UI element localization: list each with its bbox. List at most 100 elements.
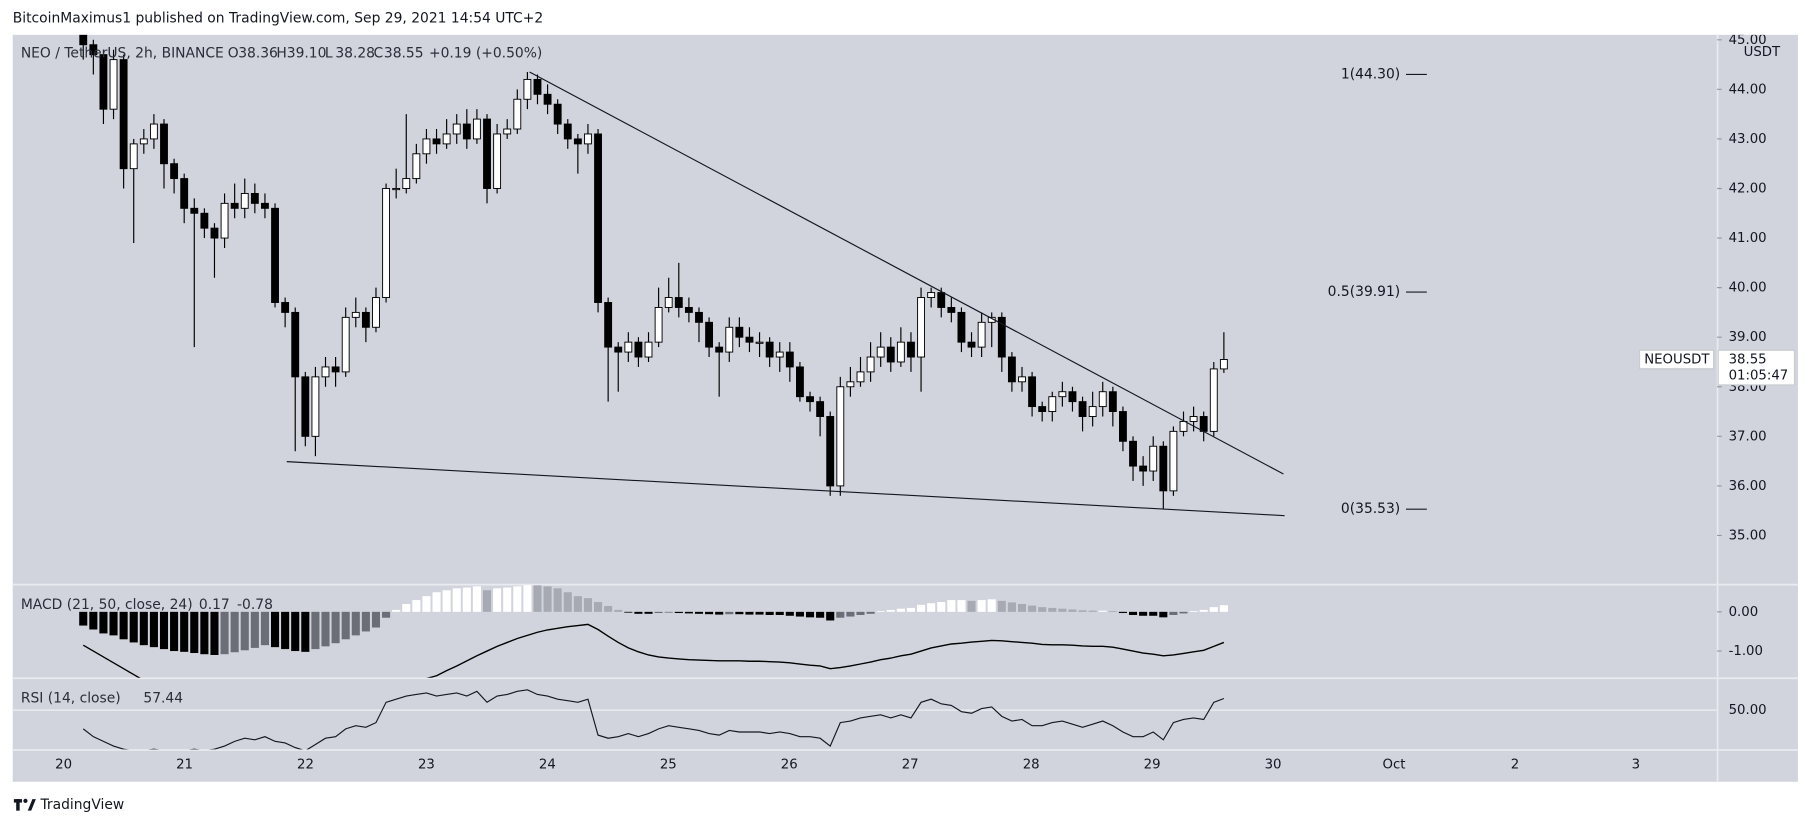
y-tick-label: 44.00: [1729, 82, 1767, 97]
macd-histogram-bar: [563, 592, 572, 612]
candle-body: [907, 341, 915, 358]
x-tick-label: 24: [539, 757, 556, 772]
y-tick-label: 42.00: [1729, 181, 1767, 196]
x-tick-label: 3: [1632, 757, 1640, 772]
candle-body: [947, 306, 956, 313]
macd-histogram-bar: [180, 611, 189, 652]
macd-histogram-bar: [240, 611, 249, 651]
overlay: NEO / TetherUS, 2h, BINANCE +0.19 (+0.50…: [21, 45, 1781, 706]
chart-background: [12, 34, 1798, 782]
candle-body: [917, 297, 925, 358]
macd-histogram-bar: [99, 611, 108, 634]
macd-histogram-bar: [553, 588, 562, 612]
macd-histogram-bar: [816, 611, 825, 618]
x-tick-label: 29: [1144, 757, 1161, 772]
rsi-value: 57.44: [143, 691, 183, 707]
candle-body: [250, 192, 259, 204]
candle-body: [594, 133, 602, 303]
candle-body: [886, 346, 895, 363]
candle-body: [1088, 406, 1097, 417]
macd-histogram-bar: [866, 611, 875, 614]
candle-body: [493, 133, 502, 189]
ohlc-key: C: [373, 45, 383, 61]
symbol-box: [1638, 349, 1715, 370]
ohlc-value: 38.36: [238, 45, 278, 61]
y-tick-label: 35.00: [1729, 528, 1767, 543]
macd-histogram-bar: [937, 602, 946, 612]
macd-histogram-bar: [89, 611, 98, 630]
macd-histogram-bar: [139, 611, 148, 646]
macd-histogram-bar: [351, 611, 360, 636]
candle-body: [261, 202, 269, 209]
symbol-label: NEOUSDT: [1644, 353, 1710, 368]
y-tick-label: 40.00: [1729, 281, 1767, 296]
candle-body: [1028, 376, 1037, 408]
x-tick-label: 23: [418, 757, 435, 772]
x-tick-label: 21: [176, 757, 193, 772]
macd-histogram-bar: [402, 604, 411, 612]
macd-histogram-bar: [190, 611, 199, 654]
macd-histogram-bar: [1209, 607, 1218, 612]
candle-body: [1219, 359, 1228, 370]
macd-histogram-bar: [250, 611, 259, 648]
candle-body: [695, 311, 703, 323]
macd-histogram-bar: [129, 611, 138, 643]
macd-histogram-bar: [482, 590, 492, 612]
macd-histogram-bar: [1219, 605, 1228, 612]
candle-body: [1058, 391, 1067, 398]
macd-histogram-bar: [1149, 611, 1158, 616]
macd-histogram-bar: [291, 611, 300, 652]
macd-histogram-bar: [917, 604, 926, 612]
macd-histogram-bar: [957, 600, 966, 612]
candle-body: [1149, 445, 1158, 472]
candle-body: [382, 188, 391, 299]
candle-body: [604, 302, 613, 348]
macd-histogram-bar: [947, 600, 956, 612]
brand: TradingView: [39, 797, 124, 813]
candle-body: [1159, 445, 1168, 492]
ohlc-key: H: [276, 45, 286, 61]
y-tick-label: 37.00: [1729, 429, 1767, 444]
macd-histogram-bar: [1007, 602, 1016, 612]
macd-histogram-bar: [765, 611, 774, 615]
price-label: 38.55: [1729, 353, 1767, 368]
macd-histogram-bar: [624, 611, 633, 613]
macd-histogram-bar: [1199, 609, 1208, 612]
candle-body: [452, 123, 461, 135]
macd-histogram-bar: [684, 611, 693, 614]
macd-histogram-bar: [977, 600, 986, 612]
macd-histogram-bar: [341, 611, 350, 640]
macd-histogram-bar: [442, 590, 451, 612]
candle-body: [119, 59, 128, 170]
macd-histogram-bar: [997, 600, 1006, 612]
candle-body: [351, 311, 360, 318]
candle-body: [230, 202, 239, 209]
macd-histogram-bar: [432, 592, 441, 612]
macd-histogram-bar: [735, 611, 744, 615]
candle-body: [462, 123, 471, 140]
candle-body: [846, 381, 855, 388]
macd-histogram-bar: [220, 611, 229, 655]
macd-histogram-bar: [371, 611, 381, 628]
candle-body: [1179, 420, 1188, 432]
candle-body: [1209, 368, 1218, 432]
x-tick-label: 26: [781, 757, 798, 772]
macd-histogram-bar: [927, 603, 936, 612]
y-tick-label: 43.00: [1729, 132, 1767, 147]
candle-body: [1108, 391, 1117, 413]
macd-histogram-bar: [614, 609, 623, 612]
candle-body: [866, 356, 875, 373]
candle-body: [614, 346, 623, 353]
symbol-info: NEO / TetherUS, 2h, BINANCE: [21, 45, 224, 61]
candle-body: [523, 78, 532, 100]
candle-body: [624, 341, 633, 353]
candle-body: [1007, 356, 1016, 383]
candle-body: [937, 292, 946, 308]
macd-histogram-bar: [725, 611, 734, 615]
candle-body: [584, 133, 592, 145]
trendline: [286, 461, 1285, 517]
candle-body: [795, 366, 804, 398]
candle-body: [321, 366, 330, 378]
candle-body: [563, 123, 572, 140]
candle-body: [281, 302, 290, 313]
